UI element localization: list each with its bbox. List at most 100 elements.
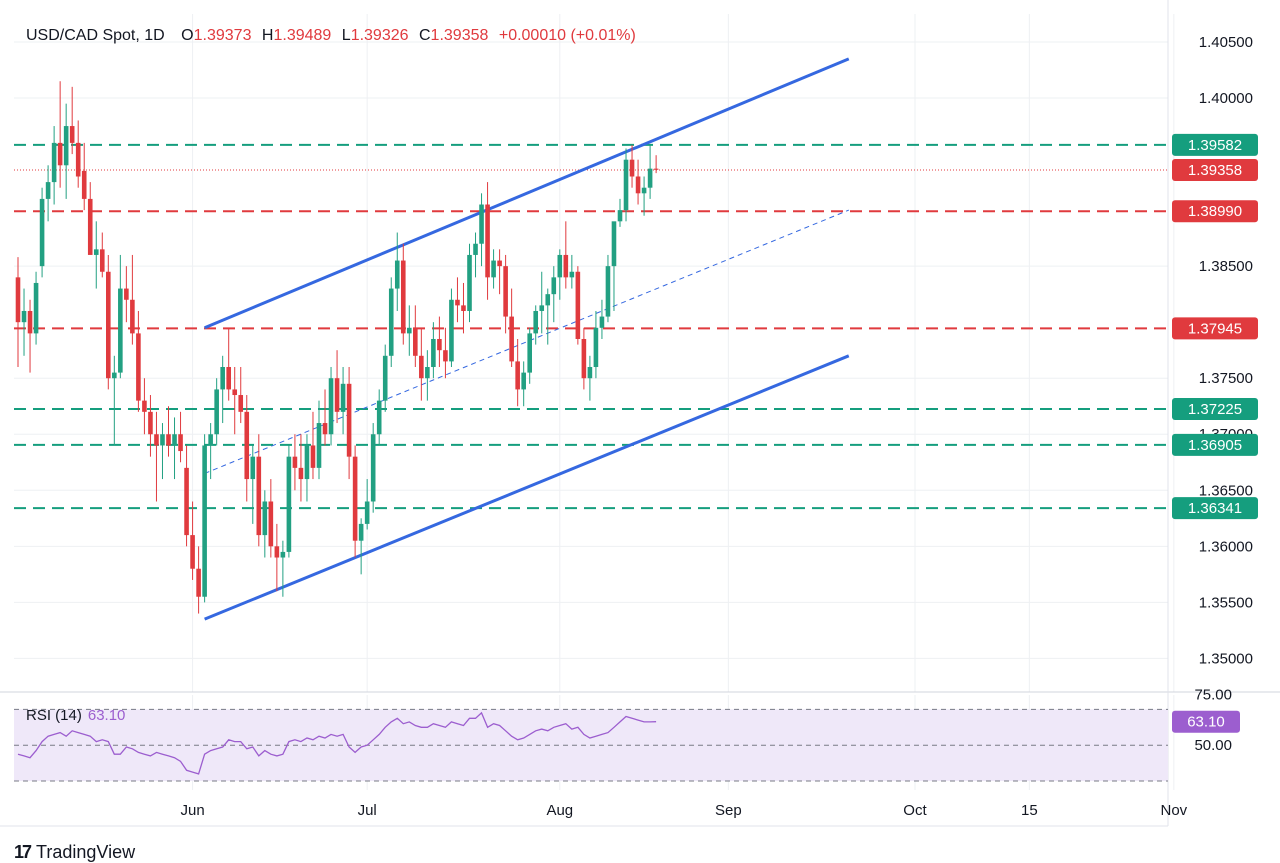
time-tick-label: Nov (1160, 802, 1187, 819)
candle-body (166, 434, 171, 446)
rsi-tag: 63.10 (1187, 714, 1225, 731)
candle-body (154, 434, 159, 446)
rsi-value: 63.10 (87, 707, 126, 724)
price-tick-label: 1.37500 (1199, 370, 1253, 387)
price-tick-label: 1.35500 (1199, 594, 1253, 611)
candle-body (334, 378, 340, 412)
rsi-tag-bg (1172, 710, 1240, 733)
chart-header: USD/CAD Spot, 1D O1.39373 H1.39489 L1.39… (26, 27, 636, 45)
level-tag-bg (1172, 317, 1258, 340)
price-tick-label: 1.35000 (1199, 650, 1253, 667)
candle-body (497, 260, 502, 267)
candle-body (443, 350, 448, 362)
level-tag: 1.39582 (1188, 137, 1242, 154)
low-label: L (341, 27, 351, 44)
rsi-tick-label: 50.00 (1194, 737, 1232, 754)
candle-body (298, 467, 304, 480)
candle-body (81, 170, 87, 199)
candle-body (202, 445, 207, 597)
candle-body (232, 389, 238, 396)
level-tag: 1.36905 (1188, 437, 1242, 454)
candlesticks (15, 81, 659, 614)
candle-body (45, 182, 51, 199)
candle-body (27, 310, 33, 334)
close-label: C (418, 27, 431, 44)
high-label: H (261, 27, 274, 44)
candle-body (142, 400, 147, 412)
candle-body (208, 434, 213, 446)
price-tick-label: 1.36500 (1199, 482, 1253, 499)
candle-body (569, 271, 575, 278)
candle-body (328, 378, 334, 435)
price-tick-label: 1.40500 (1199, 34, 1253, 51)
candle-body (69, 126, 75, 143)
candle-body (39, 198, 45, 267)
candle-body (551, 277, 557, 295)
last-price-tag: 1.39358 (1188, 162, 1242, 179)
candle-body (214, 389, 219, 435)
candle-body (99, 249, 105, 272)
channel-mid-line (204, 209, 849, 474)
level-tag-bg (1172, 497, 1258, 520)
level-tag-bg (1172, 433, 1258, 456)
candle-body (286, 456, 292, 552)
change-value: +0.00010 (+0.01%) (498, 27, 636, 44)
candle-body (93, 249, 99, 255)
candle-body (419, 355, 424, 379)
candle-body (388, 288, 394, 356)
candle-body (33, 282, 39, 334)
channel-upper-line (204, 57, 850, 330)
candle-body (587, 367, 593, 379)
candle-body (617, 210, 623, 222)
candle-body (51, 142, 57, 183)
candle-body (148, 411, 153, 435)
candle-body (250, 456, 256, 480)
candle-body (413, 327, 418, 356)
tradingview-icon: 17 (14, 842, 32, 862)
candle-body (491, 260, 496, 278)
candle-body (268, 501, 274, 547)
candle-body (575, 271, 581, 339)
candle-body (581, 338, 587, 379)
candle-body (635, 176, 641, 194)
candle-body (280, 551, 286, 558)
candle-body (322, 423, 328, 435)
brand-name: TradingView (36, 842, 136, 862)
candle-body (57, 142, 63, 166)
low-value: 1.39326 (350, 27, 409, 44)
price-tick-label: 1.36000 (1199, 538, 1253, 555)
time-tick-label: Oct (903, 802, 927, 819)
candle-body (316, 423, 322, 468)
candle-body (449, 299, 454, 362)
candle-body (184, 467, 189, 536)
candle-body (641, 187, 647, 194)
candle-body (400, 260, 406, 334)
candle-body (407, 327, 412, 334)
candle-body (118, 288, 123, 373)
candle-body (244, 411, 250, 480)
rsi-label: RSI (14) (26, 707, 82, 724)
time-tick-label: Sep (715, 802, 742, 819)
candle-body (647, 168, 653, 188)
level-tag: 1.36341 (1188, 500, 1242, 517)
time-tick-label: Jun (180, 802, 204, 819)
candle-body (196, 568, 201, 597)
candle-body (605, 266, 611, 317)
time-tick-label: 15 (1021, 802, 1038, 819)
candle-body (178, 434, 183, 452)
candle-body (653, 168, 659, 170)
candle-body (21, 310, 27, 323)
candle-body (515, 361, 520, 390)
candle-body (485, 204, 490, 278)
level-tag: 1.37945 (1188, 320, 1242, 337)
candle-body (437, 338, 442, 351)
candle-body (160, 434, 165, 446)
candle-body (75, 142, 81, 177)
candle-body (545, 294, 551, 306)
candle-body (346, 383, 352, 457)
candle-body (292, 456, 298, 468)
candle-body (503, 266, 508, 317)
price-tick-label: 1.40000 (1199, 90, 1253, 107)
candle-body (190, 535, 195, 569)
candle-body (124, 288, 129, 300)
